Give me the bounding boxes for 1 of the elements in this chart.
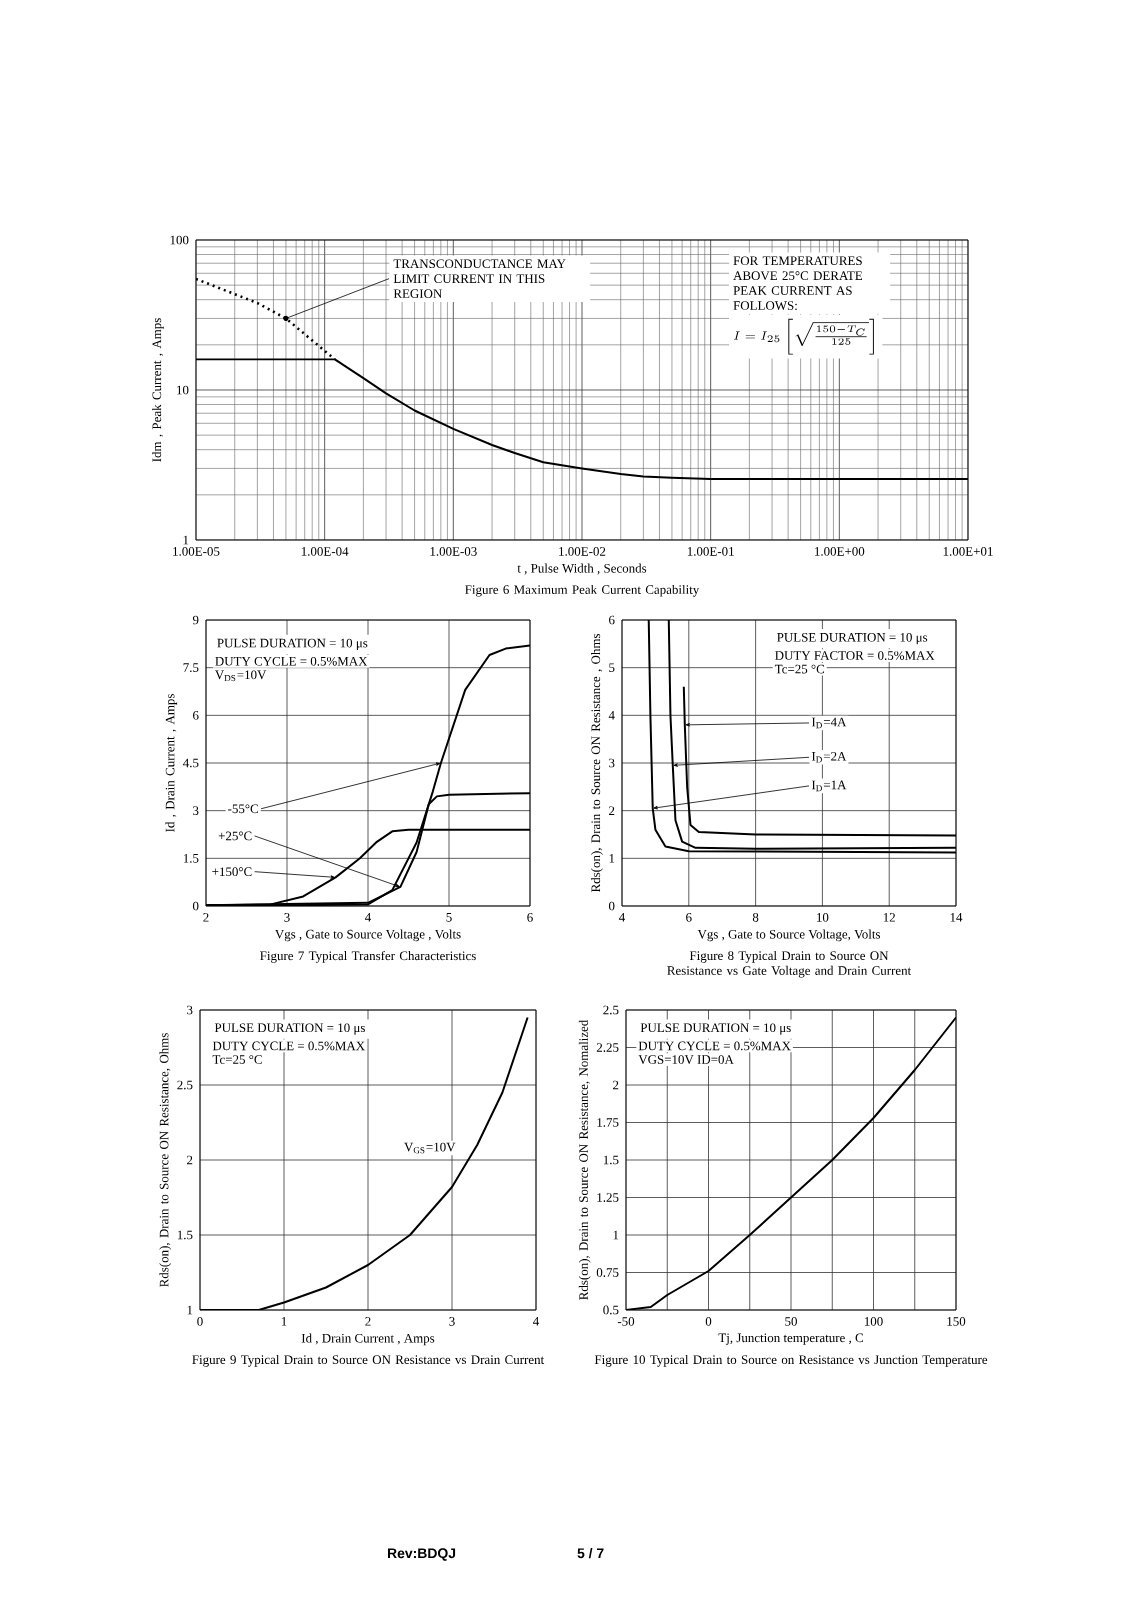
annotation: $I = I_{25}\left[\sqrt{\frac{150 - T_{C}}{125}}\right]$ [734, 318, 874, 355]
